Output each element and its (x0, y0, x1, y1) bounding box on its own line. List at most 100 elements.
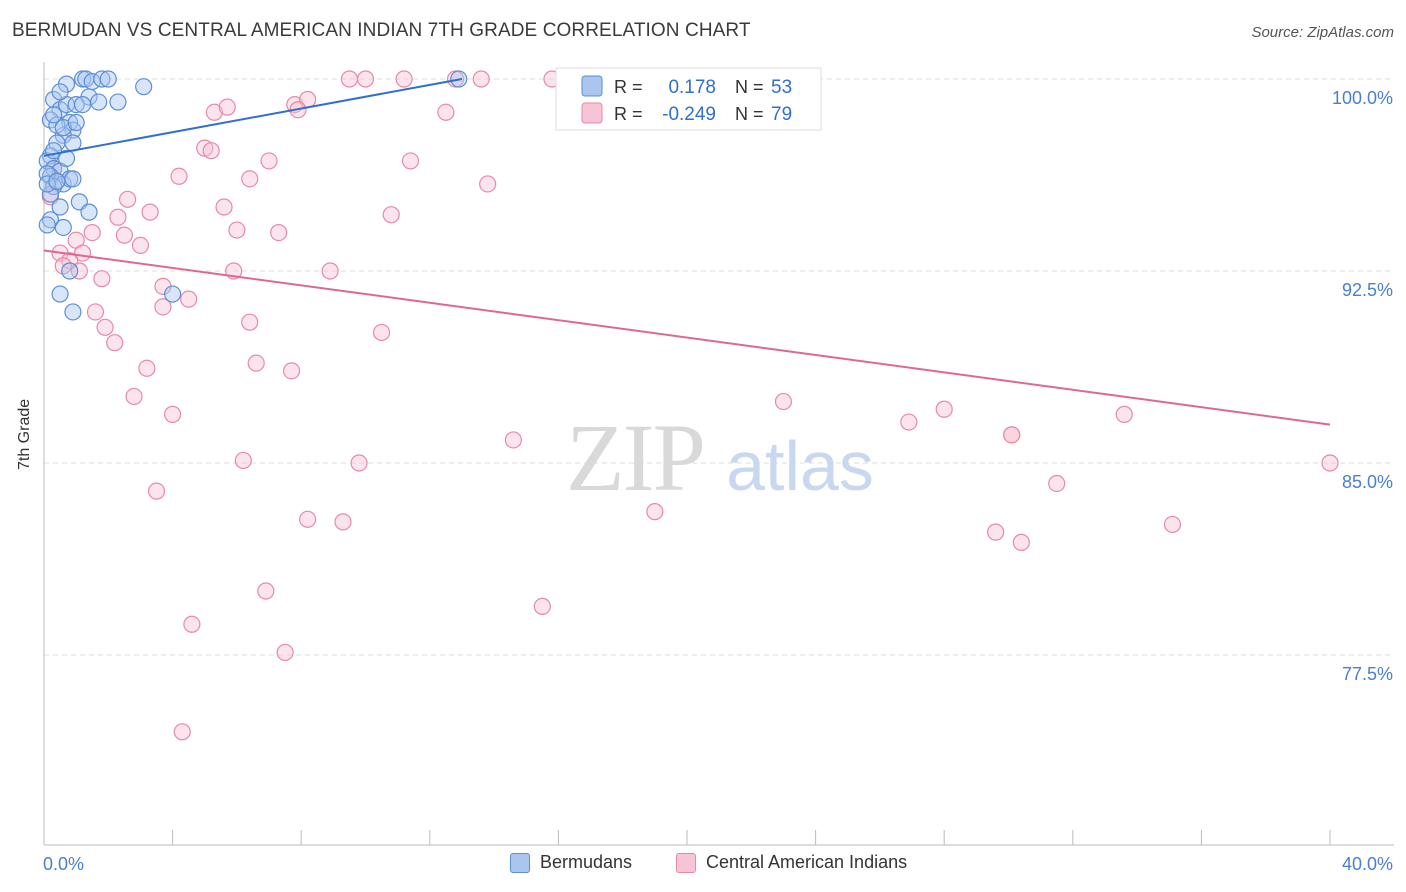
legend-swatch-bermudans (581, 75, 603, 97)
bottom-legend-bermudans: Bermudans (510, 852, 632, 873)
central-american-indians-point-39 (70, 262, 88, 280)
central-american-indians-point-29 (83, 224, 101, 242)
central-american-indians-point-52 (282, 362, 301, 380)
central-american-indians-point-74 (533, 597, 551, 615)
bermudans-point-25 (67, 95, 85, 114)
bermudans-point-50 (38, 175, 56, 193)
central-american-indians-point-1 (356, 70, 375, 88)
central-american-indians-point-69 (334, 513, 352, 531)
central-american-indians-point-68 (299, 510, 317, 528)
central-american-indians-point-71 (1012, 533, 1030, 551)
central-american-indians-point-14 (437, 103, 455, 121)
central-american-indians-point-50 (106, 334, 124, 352)
bottom-legend-swatch-bermudans (510, 852, 530, 873)
trend-lines (43, 78, 1331, 426)
central-american-indians-point-76 (276, 643, 294, 662)
bermudans-point-21 (93, 70, 111, 88)
central-american-indians-point-26 (141, 203, 159, 221)
central-american-indians-point-17 (260, 152, 278, 170)
central-american-indians-point-42 (93, 270, 111, 288)
central-american-indians-point-51 (247, 354, 265, 372)
central-american-indians-point-61 (504, 431, 522, 449)
central-american-indians-point-44 (180, 290, 198, 308)
y-tick-label-3: 77.5% (1342, 664, 1393, 684)
central-american-indians-point-48 (96, 318, 114, 336)
bermudans-point-38 (64, 303, 82, 321)
series-central-american-indians (41, 70, 1339, 741)
central-american-indians-point-73 (257, 582, 275, 600)
central-american-indians-point-72 (1163, 515, 1182, 534)
bottom-legend-central-american-indians: Central American Indians (676, 852, 907, 873)
central-american-indians-point-54 (125, 387, 143, 406)
central-american-indians-point-16 (202, 142, 220, 160)
chart-title: BERMUDAN VS CENTRAL AMERICAN INDIAN 7TH … (12, 20, 751, 41)
central-american-indians-point-0 (340, 70, 359, 88)
legend-r-label-1: R = (614, 77, 643, 97)
central-american-indians-point-46 (86, 303, 105, 321)
central-american-indians-point-67 (646, 503, 664, 521)
y-tick-label-0: 100.0% (1332, 88, 1393, 108)
bermudans-point-47 (51, 83, 69, 101)
bermudans-point-32 (41, 211, 60, 229)
y-tick-label-1: 92.5% (1342, 280, 1393, 300)
watermark-zip: ZIP (566, 404, 704, 511)
bermudans-point-27 (135, 78, 153, 96)
central-american-indians-point-65 (147, 482, 166, 500)
central-american-indians-point-57 (900, 413, 918, 431)
central-american-indians-point-19 (170, 167, 188, 185)
central-american-indians-point-21 (479, 175, 497, 193)
central-american-indians-point-47 (241, 313, 259, 331)
bermudans-point-52 (48, 172, 66, 190)
bottom-legend-label-bermudans: Bermudans (540, 852, 633, 872)
central-american-indians-point-60 (1115, 405, 1133, 423)
central-american-indians-point-33 (131, 236, 150, 254)
central-american-indians-point-63 (350, 454, 368, 472)
bermudans-point-43 (54, 119, 72, 137)
central-american-indians-point-32 (270, 224, 288, 242)
central-american-indians-point-64 (1321, 454, 1339, 472)
bermudans-point-30 (51, 198, 69, 216)
central-american-indians-point-55 (164, 405, 182, 423)
legend-swatch-central-american-indians (581, 102, 603, 124)
legend-r-value-2: -0.249 (662, 104, 716, 125)
x-tick-label-0: 0.0% (43, 854, 84, 874)
bermudans-point-49 (57, 149, 76, 167)
legend-r-label-2: R = (614, 104, 643, 124)
bermudans-point-46 (73, 95, 92, 114)
bermudans-point-33 (54, 218, 72, 237)
bermudans-point-28 (64, 170, 82, 188)
series-bermudans (38, 70, 468, 321)
central-american-indians-point-30 (115, 226, 133, 244)
central-american-indians-point-77 (173, 723, 191, 741)
bermudans-point-39 (164, 285, 182, 303)
gridlines (44, 78, 1394, 656)
central-american-indians-point-27 (109, 208, 127, 226)
central-american-indians-point-70 (987, 523, 1005, 541)
legend-r-value-1: 0.178 (668, 77, 716, 98)
central-american-indians-point-66 (1048, 474, 1066, 493)
correlation-legend: R = 0.178 N = 53 R = -0.249 N = 79 (555, 67, 822, 131)
central-american-indians-point-18 (401, 152, 420, 170)
central-american-indians-point-75 (183, 615, 201, 633)
bermudans-point-44 (67, 113, 85, 132)
central-american-indians-point-24 (118, 190, 137, 208)
bottom-legend-swatch-central-american-indians (676, 852, 696, 873)
central-american-indians-point-58 (935, 400, 953, 418)
central-american-indians-point-4 (472, 70, 490, 88)
bermudans-point-26 (109, 93, 127, 111)
legend-n-label-1: N = (735, 77, 764, 97)
central-american-indians-point-28 (382, 206, 400, 224)
central-american-indians-point-62 (234, 451, 252, 470)
central-american-indians-point-53 (138, 359, 156, 377)
central-american-indians-point-2 (395, 70, 413, 88)
trend-line-bermudans (43, 78, 463, 157)
legend-n-value-1: 53 (771, 77, 792, 98)
central-american-indians-point-31 (228, 221, 246, 239)
legend-n-label-2: N = (735, 104, 764, 124)
bottom-legend: Bermudans Central American Indians (0, 852, 1406, 878)
bermudans-point-37 (51, 285, 69, 303)
bottom-legend-label-central-american-indians: Central American Indians (706, 852, 908, 872)
y-axis-label: 7th Grade (16, 398, 33, 470)
x-tick-label-1: 40.0% (1342, 854, 1393, 874)
